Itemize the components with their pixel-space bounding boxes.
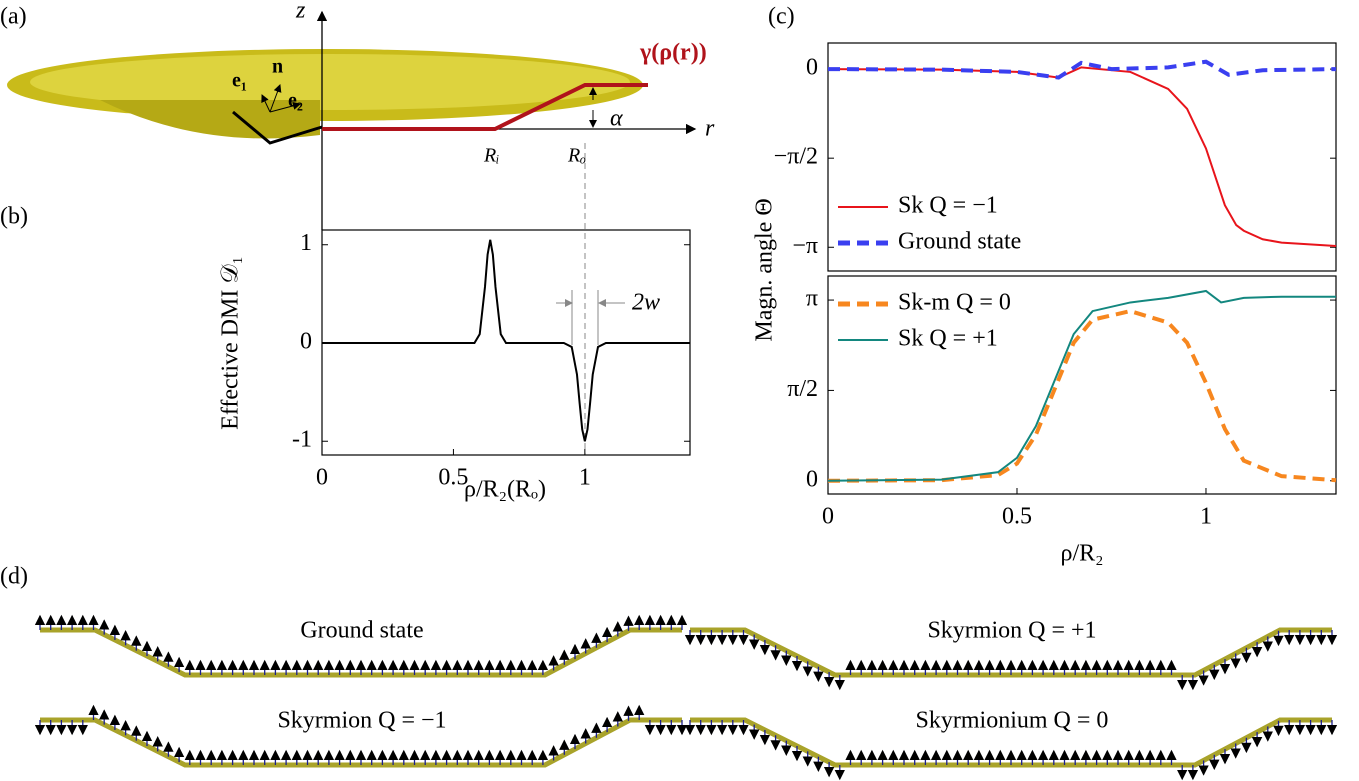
x-tick-label: 1 (579, 465, 591, 491)
plot-frame (827, 42, 1337, 272)
y-tick-label: π (806, 286, 818, 312)
line (322, 239, 690, 442)
angle-label: α (610, 106, 623, 132)
y-tick-label: −π/2 (774, 144, 818, 170)
profile-title: Skyrmion Q = +1 (927, 618, 1096, 644)
panel-label: (d) (0, 564, 28, 590)
y-tick-label: 0 (806, 55, 818, 81)
x-tick-label: 0.5 (1002, 504, 1032, 530)
plot-frame (827, 275, 1337, 495)
x-tick-label: 0 (316, 465, 328, 491)
legend-label: Ground state (898, 229, 1021, 255)
line (827, 59, 1337, 80)
panel-label: (b) (0, 204, 28, 230)
y-tick-label: 0 (806, 466, 818, 492)
line (827, 66, 1337, 248)
legend-label: Sk Q = −1 (898, 193, 998, 219)
x-axis-label: ρ/R₂(Rₒ) (464, 477, 546, 503)
dish (7, 10, 697, 455)
line (827, 309, 1337, 483)
radius-label: Rₒ (567, 145, 586, 167)
vector-label: n (272, 56, 283, 78)
x-tick-label: 1 (1200, 504, 1212, 530)
y-tick-label: −π (792, 233, 818, 259)
y-tick-label: 1 (300, 230, 312, 256)
line (827, 289, 1336, 482)
x-axis-label: ρ/R₂ (1060, 541, 1103, 567)
y-tick-label: π/2 (787, 376, 818, 402)
radius-label: Rᵢ (483, 145, 499, 167)
x-tick-label: 0.5 (438, 465, 468, 491)
profile-title: Skyrmion Q = −1 (277, 708, 446, 734)
y-tick-label: 0 (300, 328, 312, 354)
panel-label: (c) (768, 4, 795, 30)
y-tick-label: -1 (292, 427, 312, 453)
profile-title: Ground state (300, 618, 423, 644)
profile-title: Skyrmionium Q = 0 (916, 708, 1109, 734)
axis-label: z (295, 0, 306, 24)
x-tick-label: 0 (822, 504, 834, 530)
curve-label: γ(ρ(r)) (639, 40, 707, 66)
legend-label: Sk Q = +1 (898, 326, 998, 352)
annotation: 2w (632, 290, 660, 316)
axis-label: r (705, 116, 715, 142)
vector-label: e₂ (288, 90, 303, 112)
panel-label: (a) (0, 4, 27, 30)
vector-label: e₁ (232, 70, 247, 92)
y-axis-label: Effective DMI 𝒟₁ (218, 256, 244, 430)
y-axis-label: Magn. angle Θ (752, 198, 778, 341)
legend-label: Sk-m Q = 0 (898, 290, 1011, 316)
